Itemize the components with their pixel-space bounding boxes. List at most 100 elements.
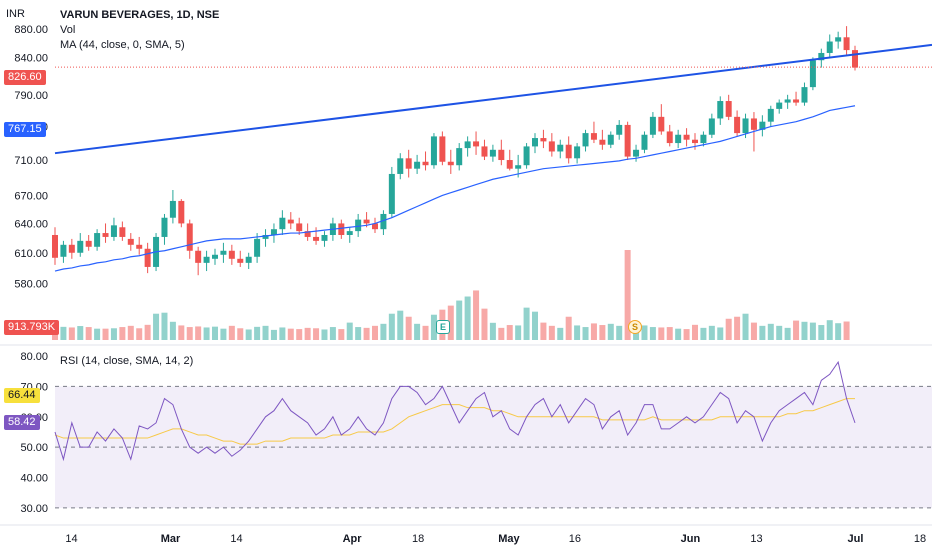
volume-bar (178, 325, 185, 340)
volume-bar (683, 329, 690, 340)
price-tick-label: 840.00 (14, 52, 48, 64)
rsi-line (54, 360, 856, 462)
candle-body (464, 141, 471, 149)
volume-bar (68, 327, 75, 340)
candle-body (633, 149, 640, 157)
candle-body (590, 133, 597, 140)
candle-body (161, 217, 168, 237)
candle-body (388, 173, 395, 214)
candle-body (203, 256, 210, 263)
volume-bar (447, 305, 454, 340)
date-tick-label: 14 (230, 533, 242, 545)
volume-bar (456, 300, 463, 340)
candle-body (237, 258, 244, 263)
candle-body (321, 234, 328, 241)
volume-bar (245, 329, 252, 340)
candle-body (835, 37, 842, 42)
date-tick-label: Jul (848, 533, 864, 545)
volume-bar (136, 328, 143, 340)
volume-bar (237, 328, 244, 340)
candle-body (717, 101, 724, 119)
candle-body (169, 200, 176, 218)
volume-legend[interactable]: Vol (60, 24, 76, 36)
date-tick-label: 14 (65, 533, 77, 545)
candle-body (228, 250, 235, 259)
price-tick-label: 710.00 (14, 155, 48, 167)
candle-body (270, 229, 277, 235)
candle-body (548, 141, 555, 152)
candle-body (658, 116, 665, 132)
volume-bar (212, 326, 218, 340)
volume-bar (708, 325, 715, 340)
volume-bar (767, 323, 774, 340)
candle-body (473, 141, 480, 147)
main-legend: VARUN BEVERAGES, 1D, NSE Vol MA (44, clo… (60, 8, 219, 53)
trendline[interactable] (54, 43, 932, 155)
candle-body (809, 60, 816, 88)
volume-bar (279, 327, 286, 340)
volume-bar (532, 311, 538, 340)
candle-body (700, 134, 707, 144)
volume-bar (262, 325, 269, 340)
candle-body (380, 213, 387, 230)
candle-body (414, 161, 421, 169)
volume-bar (506, 325, 513, 340)
candle-body (355, 219, 362, 232)
candle-body (439, 136, 446, 162)
volume-bar (548, 325, 555, 340)
rsi-ma-tag: 66.44 (4, 388, 40, 403)
volume-bar (498, 327, 505, 340)
candle-body (793, 99, 800, 103)
candle-body (110, 225, 117, 237)
volume-bar (826, 320, 833, 340)
volume-bar (649, 327, 656, 340)
dividend-event-icon[interactable]: S (628, 320, 642, 334)
volume-bar (666, 327, 673, 340)
candle-body (734, 116, 741, 134)
candle-body (582, 133, 589, 147)
currency-label: INR (6, 8, 25, 20)
price-tick-label: 790.00 (14, 90, 48, 102)
trendline-price-tag: 767.15 (4, 122, 46, 137)
rsi-lines (54, 360, 856, 462)
volume-bar (430, 314, 437, 340)
volume-bar (557, 327, 564, 340)
volume-bar (843, 321, 850, 340)
symbol-title[interactable]: VARUN BEVERAGES, 1D, NSE (60, 9, 220, 21)
volume-bar (414, 323, 421, 340)
volume-bars (52, 250, 850, 340)
volume-bar (94, 328, 101, 340)
candle-body (304, 231, 311, 237)
candle-body (296, 223, 303, 232)
candle-body (397, 158, 404, 174)
volume-bar (220, 328, 227, 340)
volume-bar (203, 327, 210, 340)
candle-body (363, 219, 370, 224)
candle-body (843, 37, 850, 51)
ma-line (54, 105, 856, 272)
volume-bar (372, 325, 378, 340)
candle-body (565, 144, 572, 159)
date-tick-label: Apr (343, 533, 363, 545)
candle-body (759, 121, 766, 130)
volume-bar (346, 322, 353, 340)
volume-bar (809, 322, 816, 340)
earnings-event-icon[interactable]: E (436, 320, 450, 334)
candle-body (599, 139, 606, 145)
price-tick-label: 670.00 (14, 190, 48, 202)
date-tick-label: 18 (914, 533, 926, 545)
volume-bar (77, 326, 84, 340)
ma-legend[interactable]: MA (44, close, 0, SMA, 5) (60, 39, 185, 51)
candle-body (498, 149, 505, 161)
candle-body (506, 160, 513, 169)
volume-bar (489, 322, 496, 340)
candle-body (60, 244, 67, 257)
candle-body (725, 101, 732, 117)
candle-body (649, 116, 656, 135)
rsi-legend[interactable]: RSI (14, close, SMA, 14, 2) (60, 355, 194, 367)
candle-body (313, 236, 320, 241)
candle-body (279, 217, 286, 230)
volume-bar (759, 325, 766, 340)
